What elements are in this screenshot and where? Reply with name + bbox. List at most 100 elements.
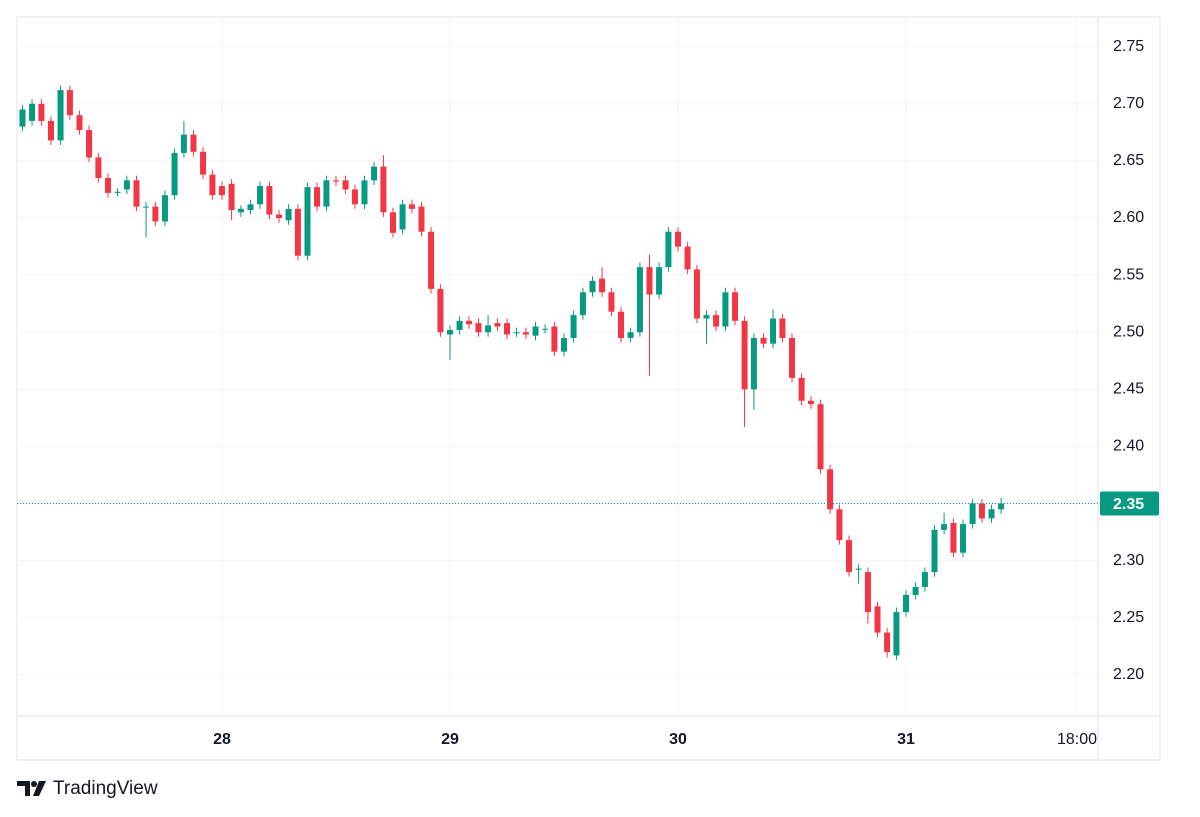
candle-body	[941, 524, 948, 530]
candle-body	[608, 292, 615, 312]
candle-body	[304, 187, 311, 256]
candle-body	[807, 400, 814, 405]
candle-body	[237, 208, 244, 213]
candle-body	[760, 337, 767, 344]
candle-body	[722, 292, 729, 327]
candle-body	[38, 103, 45, 121]
candle-body	[779, 318, 786, 338]
candle-body	[66, 90, 73, 116]
y-tick-label: 2.55	[1113, 266, 1144, 283]
candle-body	[47, 120, 54, 141]
y-tick-label: 2.65	[1113, 152, 1144, 169]
candle-body	[836, 509, 843, 541]
candle-body	[656, 267, 663, 295]
candle-body	[228, 183, 235, 211]
candle-body	[209, 174, 216, 196]
candle-body	[361, 180, 368, 205]
candle-body	[570, 315, 577, 338]
y-tick-label: 2.70	[1113, 95, 1144, 112]
candle-body	[741, 320, 748, 390]
candle-body	[513, 332, 520, 334]
candle-body	[418, 206, 425, 232]
y-tick-label: 2.25	[1113, 609, 1144, 626]
candle-body	[693, 269, 700, 319]
candle-body	[960, 524, 967, 553]
candle-body	[29, 103, 36, 121]
candle-body	[522, 332, 529, 335]
candle-body	[874, 606, 881, 633]
candle-body	[817, 404, 824, 470]
candle-body	[465, 320, 472, 325]
candle-body	[57, 90, 64, 141]
candle-body	[846, 540, 853, 573]
candle-body	[95, 157, 102, 179]
candle-body	[627, 332, 634, 338]
candle-body	[551, 326, 558, 352]
candle-body	[123, 180, 130, 190]
candle-body	[998, 503, 1005, 510]
candle-body	[485, 325, 492, 333]
candle-body	[152, 206, 159, 222]
candle-body	[855, 568, 862, 570]
candle-body	[475, 323, 482, 333]
candle-body	[218, 186, 225, 196]
x-tick-label: 28	[213, 731, 231, 748]
candle-body	[428, 231, 435, 289]
candle-body	[314, 187, 321, 207]
candle-body	[380, 166, 387, 213]
candle-body	[988, 509, 995, 519]
candle-body	[371, 166, 378, 181]
candle-body	[247, 204, 254, 211]
candle-body	[323, 180, 330, 207]
candle-body	[732, 292, 739, 321]
candle-body	[646, 267, 653, 295]
candle-body	[200, 151, 207, 175]
candle-body	[665, 231, 672, 268]
candle-body	[750, 337, 757, 390]
candle-body	[618, 311, 625, 338]
candle-body	[494, 323, 501, 327]
candle-body	[579, 292, 586, 316]
candle-body	[532, 326, 539, 336]
candle-body	[599, 278, 606, 293]
y-tick-label: 2.45	[1113, 381, 1144, 398]
candle-body	[978, 503, 985, 519]
candles	[19, 85, 1005, 661]
candle-body	[257, 186, 264, 205]
y-tick-label: 2.30	[1113, 552, 1144, 569]
x-tick-label: 29	[441, 731, 459, 748]
candle-body	[893, 612, 900, 656]
candle-body	[931, 529, 938, 573]
candle-body	[969, 503, 976, 525]
candle-body	[884, 632, 891, 653]
candle-body	[399, 204, 406, 230]
candle-body	[675, 231, 682, 247]
candle-body	[912, 586, 919, 595]
y-tick-label: 2.20	[1113, 666, 1144, 683]
candle-body	[770, 318, 777, 344]
x-tick-label: 31	[897, 731, 915, 748]
candle-body	[503, 323, 510, 335]
candle-body	[684, 246, 691, 270]
x-tick-label: 30	[669, 731, 687, 748]
candle-body	[294, 208, 301, 256]
y-tick-label: 2.50	[1113, 323, 1144, 340]
candle-body	[827, 469, 834, 510]
candle-body	[86, 130, 93, 158]
candle-body	[542, 328, 549, 330]
candle-body	[351, 189, 358, 205]
candle-body	[456, 320, 463, 330]
candle-body	[389, 212, 396, 233]
candle-body	[133, 180, 140, 207]
candle-body	[161, 195, 168, 222]
candle-body	[171, 152, 178, 196]
candle-body	[19, 109, 26, 127]
y-tick-label: 2.40	[1113, 438, 1144, 455]
candle-body	[713, 315, 720, 327]
candle-body	[798, 377, 805, 401]
candle-body	[903, 594, 910, 613]
x-tick-label: 18:00	[1057, 731, 1097, 748]
candle-body	[76, 115, 83, 131]
